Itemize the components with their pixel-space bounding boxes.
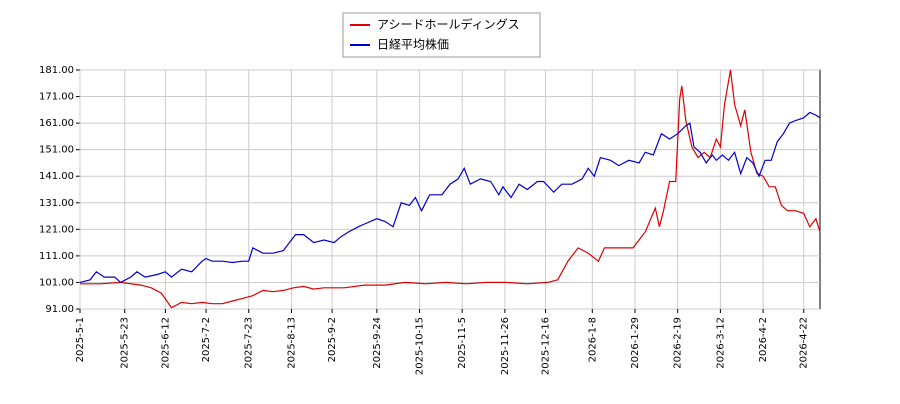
x-tick-label: 2026-1-29 xyxy=(630,317,641,369)
y-tick-label: 91.00 xyxy=(45,304,74,315)
y-tick-label: 141.00 xyxy=(39,171,74,182)
x-tick-label: 2025-9-2 xyxy=(327,317,338,362)
plot-frame xyxy=(79,69,821,310)
y-tick-label: 121.00 xyxy=(39,224,74,235)
x-tick-label: 2025-10-15 xyxy=(415,317,426,375)
x-tick-label: 2025-11-26 xyxy=(500,317,511,375)
y-tick-label: 161.00 xyxy=(39,118,74,129)
x-tick-label: 2026-3-12 xyxy=(715,317,726,369)
x-tick-label: 2025-7-2 xyxy=(201,317,212,362)
x-tick-label: 2025-6-12 xyxy=(160,317,171,369)
x-tick-label: 2025-5-23 xyxy=(120,317,131,369)
legend-label: 日経平均株価 xyxy=(377,37,449,52)
y-tick-label: 181.00 xyxy=(39,65,74,76)
x-tick-label: 2026-4-2 xyxy=(758,317,769,362)
x-tick-label: 2025-8-13 xyxy=(286,317,297,369)
x-tick-label: 2025-9-24 xyxy=(372,317,383,369)
x-tick-label: 2025-11-5 xyxy=(457,317,468,369)
y-tick-label: 151.00 xyxy=(39,145,74,156)
y-tick-label: 131.00 xyxy=(39,198,74,209)
series-line xyxy=(79,111,821,284)
x-tick-label: 2025-12-16 xyxy=(541,317,552,375)
x-tick-label: 2025-5-1 xyxy=(75,317,86,362)
x-tick-label: 2026-2-19 xyxy=(673,317,684,369)
series-line xyxy=(80,69,821,309)
legend xyxy=(342,12,541,58)
x-tick-label: 2026-4-22 xyxy=(799,317,810,369)
legend-label: アシードホールディングス xyxy=(377,17,520,32)
y-tick-label: 111.00 xyxy=(39,251,74,262)
x-tick-label: 2026-1-8 xyxy=(587,317,598,362)
x-tick-label: 2025-7-23 xyxy=(244,317,255,369)
y-tick-label: 101.00 xyxy=(39,277,74,288)
y-tick-label: 171.00 xyxy=(39,92,74,103)
